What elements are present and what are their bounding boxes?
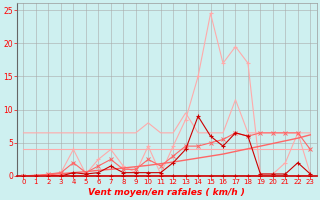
X-axis label: Vent moyen/en rafales ( km/h ): Vent moyen/en rafales ( km/h ) — [88, 188, 245, 197]
